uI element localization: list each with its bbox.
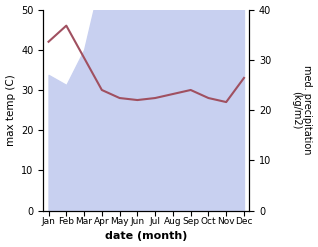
Y-axis label: med. precipitation
(kg/m2): med. precipitation (kg/m2) [291, 65, 313, 155]
X-axis label: date (month): date (month) [105, 231, 187, 242]
Y-axis label: max temp (C): max temp (C) [5, 74, 16, 146]
